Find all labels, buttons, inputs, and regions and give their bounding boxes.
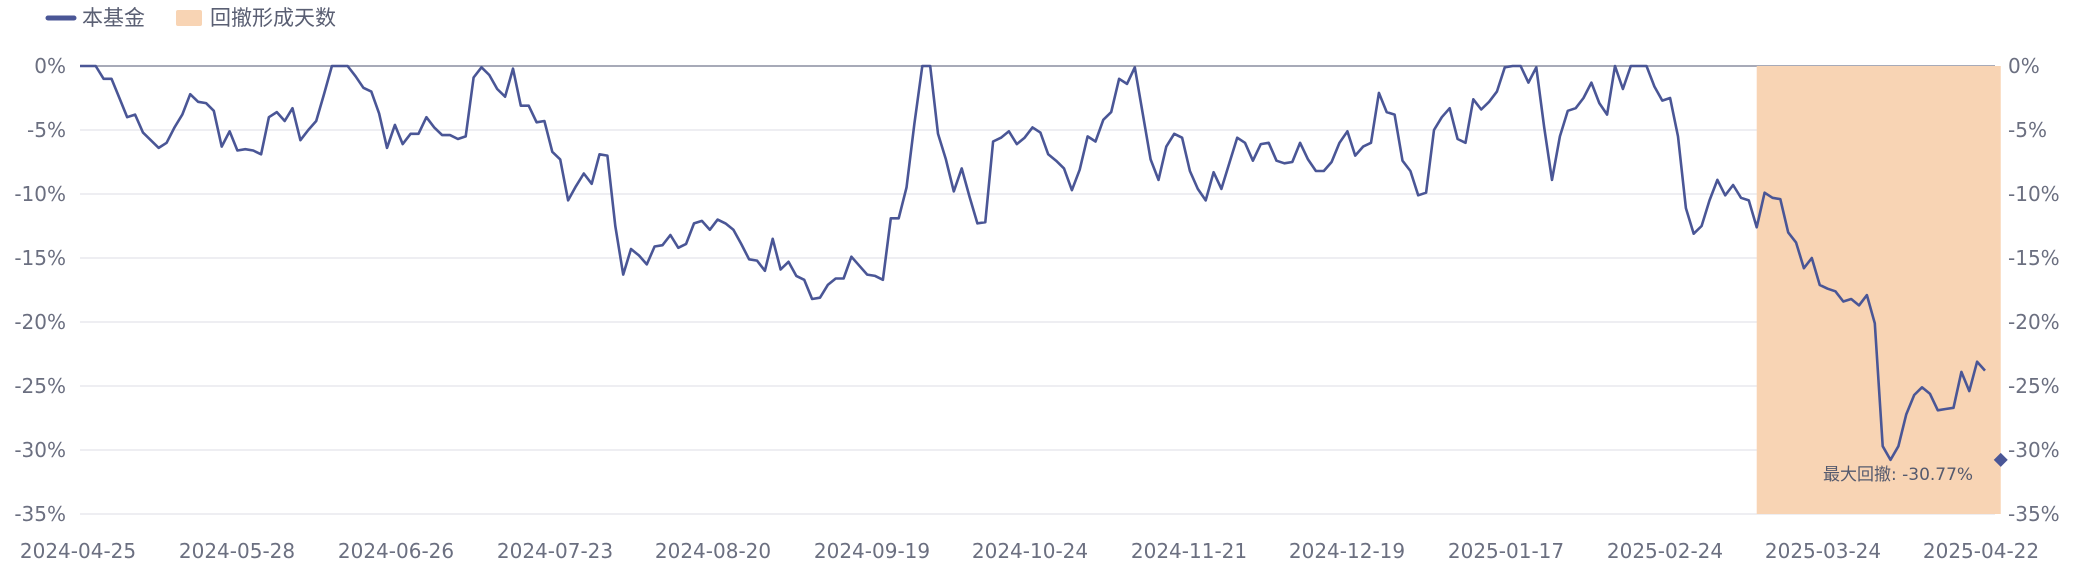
y-tick-label-right: -30% [2008, 438, 2060, 462]
y-tick-label-left: 0% [34, 54, 66, 78]
drawdown-band-layer [1756, 66, 2001, 514]
x-tick-label: 2024-06-26 [338, 539, 454, 563]
x-tick-label: 2024-05-28 [179, 539, 295, 563]
y-tick-label-right: -35% [2008, 502, 2060, 526]
y-tick-label-right: -15% [2008, 246, 2060, 270]
x-tick-label: 2025-03-24 [1765, 539, 1881, 563]
x-tick-label: 2024-09-19 [814, 539, 930, 563]
grid-lines [80, 65, 1995, 515]
x-tick-label: 2024-07-23 [497, 539, 613, 563]
x-tick-label: 2024-08-20 [655, 539, 771, 563]
y-tick-label-left: -5% [27, 118, 66, 142]
y-tick-label-right: -5% [2008, 118, 2047, 142]
x-tick-label: 2024-04-25 [20, 539, 136, 563]
y-tick-label-left: -10% [14, 182, 66, 206]
drawdown-band [1756, 66, 2001, 514]
x-tick-label: 2024-11-21 [1131, 539, 1247, 563]
y-tick-label-right: -20% [2008, 310, 2060, 334]
legend-fund-label[interactable]: 本基金 [82, 6, 145, 30]
y-axis-left: 0% -5% -10% -15% -20% -25% -30% -35% [14, 54, 66, 526]
max-drawdown-label: 最大回撤: -30.77% [1823, 465, 1973, 485]
legend-drawdown-label[interactable]: 回撤形成天数 [210, 6, 336, 30]
series-layer [80, 64, 1986, 462]
y-tick-label-right: -25% [2008, 374, 2060, 398]
y-tick-label-left: -15% [14, 246, 66, 270]
y-axis-right: 0% -5% -10% -15% -20% -25% -30% -35% [2008, 54, 2060, 526]
y-tick-label-left: -25% [14, 374, 66, 398]
x-tick-label: 2024-10-24 [972, 539, 1088, 563]
y-tick-label-right: 0% [2008, 54, 2040, 78]
x-tick-label: 2024-12-19 [1289, 539, 1405, 563]
legend[interactable]: 本基金 回撤形成天数 [45, 6, 336, 30]
x-tick-label: 2025-02-24 [1607, 539, 1723, 563]
y-tick-label-left: -30% [14, 438, 66, 462]
y-tick-label-left: -35% [14, 502, 66, 526]
x-tick-label: 2025-04-22 [1923, 539, 2039, 563]
x-axis: 2024-04-25 2024-05-28 2024-06-26 2024-07-23… [20, 539, 2039, 563]
max-drawdown-marker [1993, 452, 2008, 467]
annotation-layer: 最大回撤: -30.77% [1823, 452, 2008, 485]
y-tick-label-right: -10% [2008, 182, 2060, 206]
x-tick-label: 2025-01-17 [1448, 539, 1564, 563]
series-line-fund [80, 64, 1986, 462]
legend-band-swatch [176, 10, 202, 26]
y-tick-label-left: -20% [14, 310, 66, 334]
